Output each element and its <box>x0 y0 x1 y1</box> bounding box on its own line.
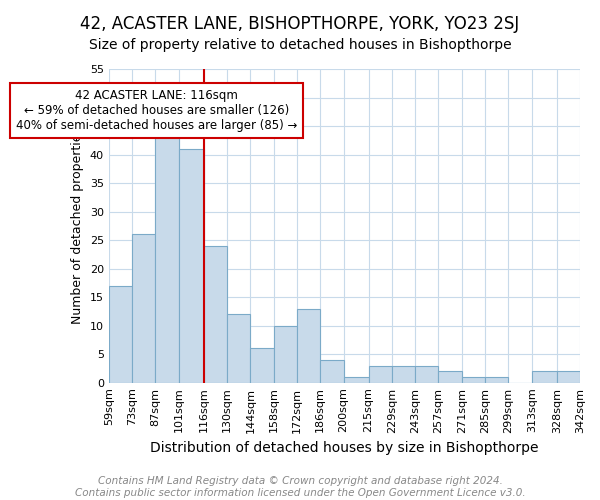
Bar <box>204 246 227 382</box>
Bar <box>227 314 250 382</box>
Bar <box>250 348 274 382</box>
Y-axis label: Number of detached properties: Number of detached properties <box>71 128 85 324</box>
Bar <box>462 377 485 382</box>
Text: Contains HM Land Registry data © Crown copyright and database right 2024.
Contai: Contains HM Land Registry data © Crown c… <box>74 476 526 498</box>
Text: Size of property relative to detached houses in Bishopthorpe: Size of property relative to detached ho… <box>89 38 511 52</box>
Bar <box>155 132 179 382</box>
Bar <box>179 149 204 382</box>
Bar <box>532 372 557 382</box>
Bar <box>415 366 439 382</box>
Bar <box>439 372 462 382</box>
Bar <box>132 234 155 382</box>
Bar <box>274 326 297 382</box>
Bar <box>344 377 368 382</box>
Text: 42, ACASTER LANE, BISHOPTHORPE, YORK, YO23 2SJ: 42, ACASTER LANE, BISHOPTHORPE, YORK, YO… <box>80 15 520 33</box>
Bar <box>392 366 415 382</box>
Bar <box>557 372 580 382</box>
Bar <box>109 286 132 382</box>
Bar <box>485 377 508 382</box>
Bar <box>368 366 392 382</box>
X-axis label: Distribution of detached houses by size in Bishopthorpe: Distribution of detached houses by size … <box>150 441 539 455</box>
Text: 42 ACASTER LANE: 116sqm
← 59% of detached houses are smaller (126)
40% of semi-d: 42 ACASTER LANE: 116sqm ← 59% of detache… <box>16 89 297 132</box>
Bar <box>320 360 344 382</box>
Bar <box>297 308 320 382</box>
